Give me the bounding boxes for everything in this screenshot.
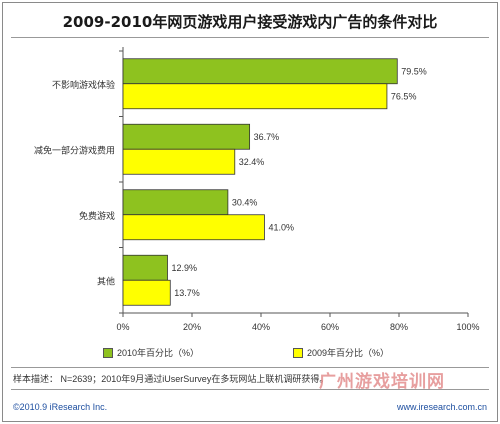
category-label: 不影响游戏体验 xyxy=(52,79,115,91)
category-label: 其他 xyxy=(97,275,115,287)
legend-item-2009: 2009年百分比（%） xyxy=(293,346,389,359)
data-label: 79.5% xyxy=(401,66,427,76)
bar-2010 xyxy=(122,123,251,150)
bar-2010 xyxy=(122,58,398,85)
chart-legend: 2010年百分比（%） 2009年百分比（%） xyxy=(103,346,483,362)
category-label: 减免一部分游戏费用 xyxy=(34,144,115,156)
legend-label-2009: 2009年百分比（%） xyxy=(307,348,390,358)
x-tick-label: 0% xyxy=(116,322,129,332)
x-tick-label: 40% xyxy=(252,322,270,332)
footer-url-link[interactable]: www.iresearch.com.cn xyxy=(396,402,487,412)
data-label: 13.7% xyxy=(174,288,200,298)
data-label: 30.4% xyxy=(232,197,258,207)
bar-2009 xyxy=(122,83,388,110)
chart-title: 2009-2010年网页游戏用户接受游戏内广告的条件对比 xyxy=(62,13,438,31)
bar-2010 xyxy=(122,254,168,281)
x-tick-label: 100% xyxy=(456,322,479,332)
legend-swatch-2010 xyxy=(103,347,113,358)
x-tick-label: 80% xyxy=(390,322,408,332)
legend-label-2010: 2010年百分比（%） xyxy=(117,348,200,358)
data-label: 32.4% xyxy=(239,157,265,167)
data-label: 41.0% xyxy=(268,222,294,232)
watermark-logo: 广州游戏培训网 xyxy=(319,372,445,392)
data-label: 12.9% xyxy=(172,263,198,273)
legend-swatch-2009 xyxy=(293,347,303,358)
title-divider xyxy=(11,37,489,38)
bar-2009 xyxy=(122,214,265,241)
sample-description: 样本描述： N=2639；2010年9月通过iUserSurvey在多玩网站上联… xyxy=(13,374,329,384)
data-label: 36.7% xyxy=(254,132,280,142)
footer-copyright: ©2010.9 iResearch Inc. xyxy=(13,402,108,412)
legend-item-2010: 2010年百分比（%） xyxy=(103,346,199,359)
data-label: 76.5% xyxy=(391,91,417,101)
bar-2009 xyxy=(122,279,171,306)
bar-2009 xyxy=(122,148,236,175)
x-tick-label: 60% xyxy=(321,322,339,332)
x-tick-label: 20% xyxy=(183,322,201,332)
bar-2010 xyxy=(122,189,229,216)
note-divider-bottom xyxy=(11,389,489,390)
note-divider-top xyxy=(11,367,489,368)
category-label: 免费游戏 xyxy=(79,210,115,222)
bar-chart-plot: 不影响游戏体验 79.5% 76.5% 减免一部分游戏费用 36.7% 32.4% 免费游戏… xyxy=(34,47,480,332)
